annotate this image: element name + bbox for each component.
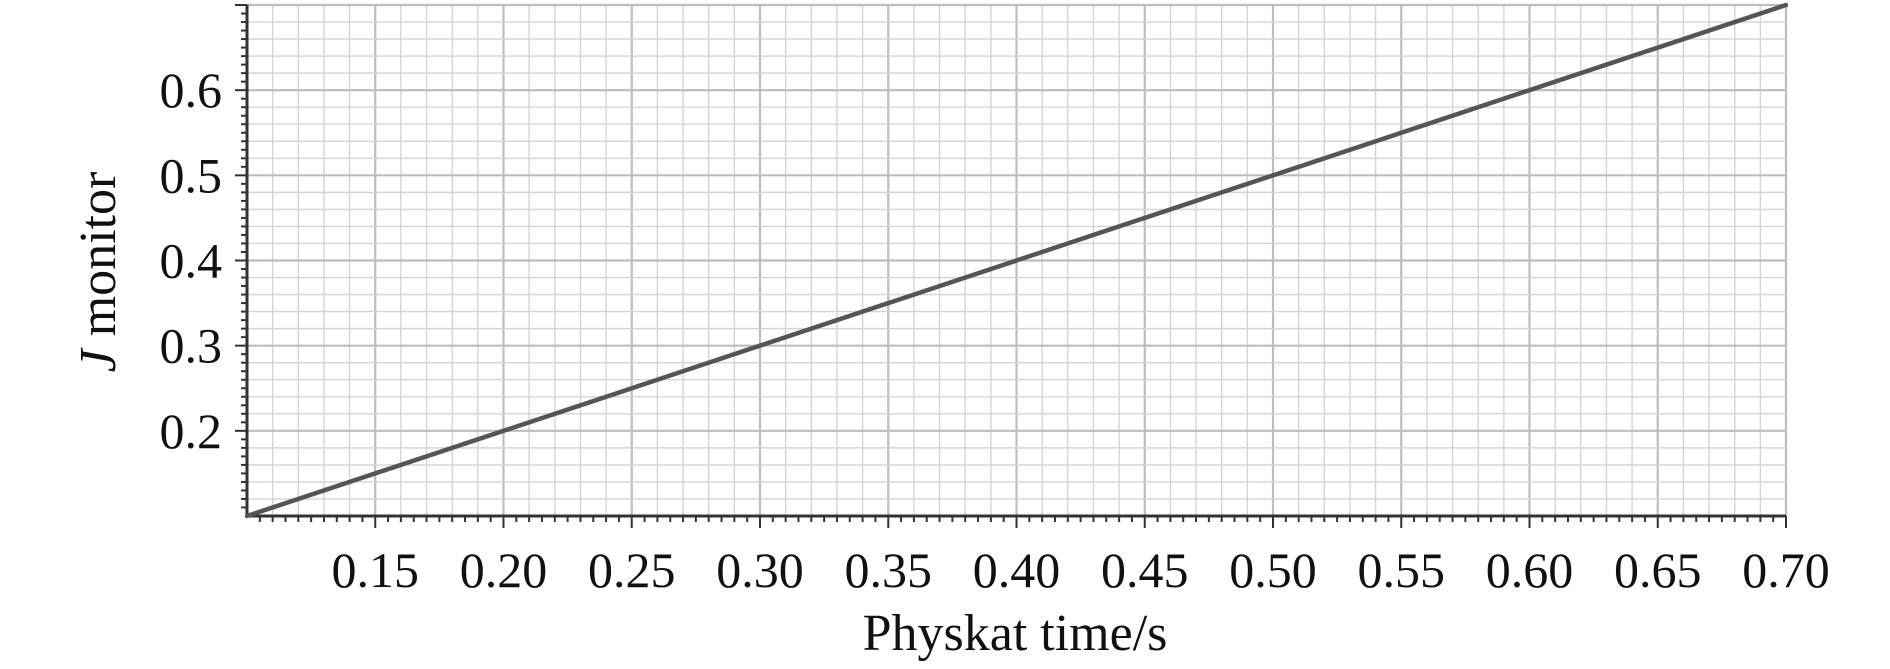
y-tick-label: 0.3 (160, 318, 223, 374)
x-tick-label: 0.60 (1486, 542, 1574, 598)
y-axis-label-symbol: J (70, 346, 127, 372)
y-tick-label: 0.4 (160, 233, 223, 289)
x-axis-label: Physkat time/s (863, 605, 1168, 662)
x-tick-label: 0.55 (1358, 542, 1446, 598)
x-tick-label: 0.35 (845, 542, 933, 598)
series-line-1 (244, 2, 1789, 519)
x-tick-label: 0.70 (1742, 542, 1830, 598)
x-tick-label: 0.15 (332, 542, 420, 598)
x-tick-label: 0.45 (1101, 542, 1189, 598)
y-tick-label: 0.2 (160, 403, 223, 459)
series-layer (244, 2, 1789, 519)
axes (235, 4, 1787, 528)
y-axis-label-text: monitor (70, 172, 127, 350)
x-tick-labels: 0.15 0.20 0.25 0.30 0.35 0.40 0.45 0.50 0.55 0.60… (332, 542, 1830, 598)
x-tick-label: 0.25 (588, 542, 676, 598)
y-axis-label: J monitor (70, 172, 127, 373)
x-tick-label: 0.65 (1614, 542, 1702, 598)
x-tick-label: 0.40 (973, 542, 1061, 598)
x-tick-label: 0.50 (1229, 542, 1317, 598)
y-tick-label: 0.6 (160, 62, 223, 118)
y-tick-label: 0.5 (160, 147, 223, 203)
x-tick-label: 0.30 (716, 542, 804, 598)
y-tick-labels: 0.2 0.3 0.4 0.5 0.6 (160, 62, 223, 459)
x-tick-label: 0.20 (460, 542, 548, 598)
